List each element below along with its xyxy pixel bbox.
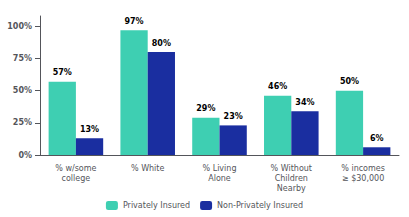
svg-text:97%: 97% (124, 17, 143, 26)
svg-text:≥ $30,000: ≥ $30,000 (342, 174, 384, 183)
svg-text:0%: 0% (18, 151, 32, 160)
svg-text:Alone: Alone (208, 174, 231, 183)
svg-text:6%: 6% (370, 134, 384, 143)
svg-text:34%: 34% (295, 98, 314, 107)
svg-text:% incomes: % incomes (341, 164, 385, 173)
svg-text:23%: 23% (224, 112, 243, 121)
svg-text:% Living: % Living (203, 164, 237, 173)
svg-text:46%: 46% (268, 82, 287, 91)
svg-text:% White: % White (131, 164, 164, 173)
svg-text:13%: 13% (80, 125, 99, 134)
svg-text:% Without: % Without (271, 164, 312, 173)
svg-text:Children: Children (275, 174, 308, 183)
svg-text:29%: 29% (196, 104, 215, 113)
svg-text:25%: 25% (13, 118, 32, 127)
svg-text:college: college (62, 174, 91, 183)
svg-text:80%: 80% (152, 39, 171, 48)
svg-text:Privately Insured: Privately Insured (123, 201, 190, 210)
svg-text:Nearby: Nearby (277, 184, 306, 193)
svg-text:50%: 50% (13, 86, 32, 95)
svg-text:57%: 57% (53, 68, 72, 77)
svg-text:100%: 100% (7, 22, 32, 31)
svg-text:% w/some: % w/some (55, 164, 96, 173)
svg-text:75%: 75% (13, 54, 32, 63)
svg-text:Non-Privately Insured: Non-Privately Insured (217, 201, 303, 210)
svg-text:50%: 50% (340, 77, 359, 86)
